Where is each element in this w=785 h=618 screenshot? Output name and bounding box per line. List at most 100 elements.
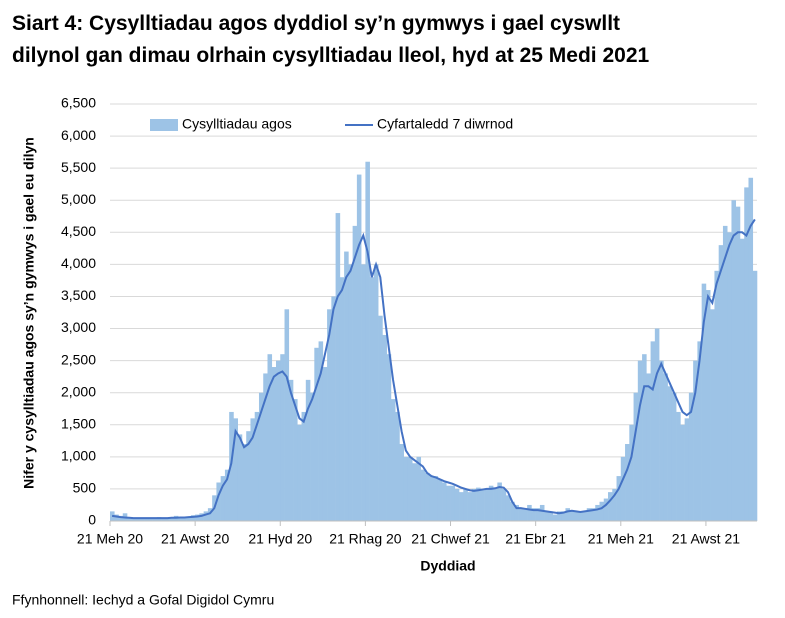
bar: [139, 517, 145, 521]
y-axis-title: Nifer y cysylltiadau agos sy’n gymwys i …: [21, 137, 37, 489]
bar: [637, 360, 643, 521]
bar: [748, 177, 754, 521]
bar: [258, 392, 264, 521]
bar: [684, 418, 690, 521]
x-tick-label: 21 Rhag 20: [329, 531, 402, 547]
bar: [497, 482, 502, 521]
bar: [714, 270, 719, 521]
bar: [276, 360, 281, 521]
bar: [335, 213, 341, 522]
bar: [224, 469, 230, 521]
bar: [429, 476, 434, 521]
bar: [301, 411, 307, 521]
y-tick-label: 1,000: [61, 448, 96, 464]
y-tick-label: 4,000: [61, 255, 96, 271]
y-tick-label: 2,500: [61, 351, 96, 367]
bar: [620, 456, 626, 521]
bar: [595, 504, 600, 521]
bar: [237, 434, 243, 521]
bar: [437, 479, 443, 521]
bar: [327, 309, 332, 521]
bar: [288, 379, 294, 521]
bar: [556, 511, 562, 521]
bar: [459, 492, 464, 521]
bar: [633, 392, 639, 521]
line: [111, 218, 756, 520]
bar: [186, 517, 192, 521]
bar: [314, 347, 319, 521]
bar: [642, 354, 647, 521]
bar: [207, 508, 213, 521]
bar: [667, 386, 673, 521]
bar: [118, 515, 124, 521]
y-tick-label: 1,500: [61, 415, 96, 431]
bar: [407, 456, 413, 521]
bar: [697, 341, 702, 521]
bar: [573, 511, 579, 521]
bar: [297, 424, 302, 521]
x-axis-title: Dyddiad: [420, 558, 475, 574]
bar: [522, 508, 528, 521]
bar: [420, 469, 426, 521]
bar: [539, 504, 545, 521]
bar: [446, 485, 451, 521]
bar: [293, 399, 298, 521]
bar: [480, 490, 485, 521]
bar: [527, 504, 532, 521]
bar: [590, 508, 596, 521]
bar: [369, 277, 375, 521]
x-tick-label: 21 Chwef 21: [411, 531, 490, 547]
bar: [114, 514, 119, 521]
bar: [216, 482, 221, 521]
legend-label: Cyfartaledd 7 diwrnod: [377, 116, 513, 132]
bar: [646, 373, 651, 521]
bar: [625, 444, 630, 521]
y-tick-label: 4,500: [61, 223, 96, 239]
y-tick-label: 2,000: [61, 383, 96, 399]
bar: [616, 476, 622, 521]
bar: [424, 472, 430, 521]
bar: [203, 511, 209, 521]
bar: [582, 511, 588, 521]
y-tick-label: 500: [73, 480, 97, 496]
bar: [608, 492, 613, 521]
bar: [450, 485, 456, 521]
bar: [578, 511, 583, 521]
y-tick-label: 3,500: [61, 287, 96, 303]
bar: [182, 516, 187, 521]
bar: [131, 517, 136, 521]
bar: [752, 270, 758, 521]
bar: [395, 411, 400, 521]
bar: [195, 514, 200, 521]
bar: [382, 334, 387, 521]
bar: [471, 488, 477, 521]
bar: [403, 456, 409, 521]
bar: [663, 373, 668, 521]
title-line: Siart 4: Cysylltiadau agos dyddiol sy’n …: [12, 12, 620, 35]
bar: [271, 367, 277, 521]
bar: [488, 485, 494, 521]
bar: [705, 290, 711, 521]
bar: [505, 495, 511, 521]
bar: [390, 399, 396, 521]
bar: [246, 431, 251, 521]
bar: [710, 309, 715, 521]
bar: [612, 488, 617, 521]
bar: [250, 418, 256, 521]
bar: [199, 513, 204, 521]
bar: [510, 501, 515, 521]
bar: [701, 283, 707, 521]
bar: [373, 264, 379, 521]
bar: [305, 379, 311, 521]
bar: [263, 373, 268, 521]
bar: [463, 488, 468, 521]
legend-swatch: [150, 119, 178, 131]
bar: [322, 367, 328, 521]
bar: [361, 264, 366, 521]
bar: [331, 296, 336, 521]
bar: [739, 238, 745, 521]
x-tick-label: 21 Ebr 21: [505, 531, 566, 547]
bar: [586, 508, 592, 521]
bar: [148, 517, 153, 521]
y-tick-label: 5,500: [61, 159, 96, 175]
